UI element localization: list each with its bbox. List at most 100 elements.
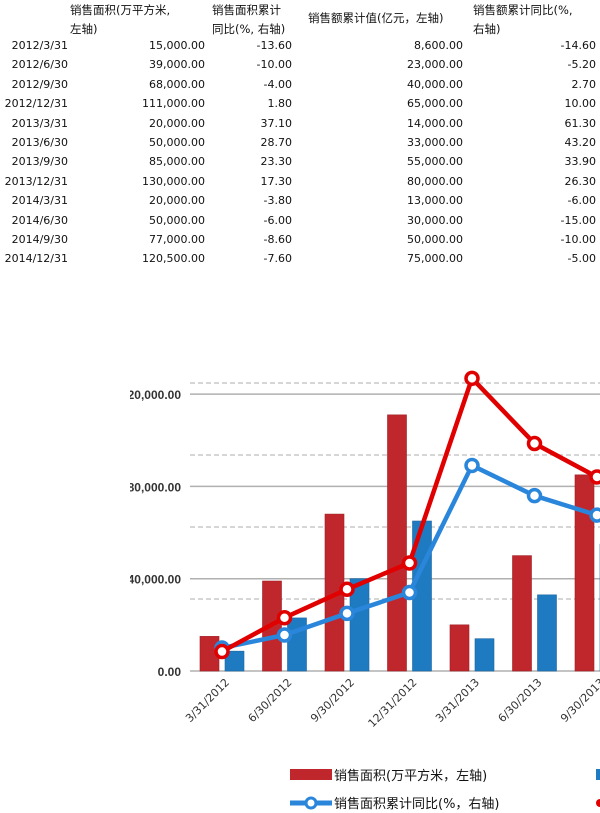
value-cell: -14.60 xyxy=(560,39,596,52)
value-cell: 13,000.00 xyxy=(407,194,463,208)
value-cell: 80,000.00 xyxy=(407,174,463,188)
value-cell: -15.00 xyxy=(560,213,596,227)
table-row: 2014/12/31 120,500.00 -7.60 75,000.00 -5.00 xyxy=(0,249,600,268)
y-tick-label: 120,000.00 xyxy=(121,388,181,402)
value-cell: 28.70 xyxy=(260,136,293,149)
value-cell: 14,000.00 xyxy=(407,116,463,130)
value-cell: 50,000.00 xyxy=(149,136,205,149)
bar-sales-amount xyxy=(287,617,307,672)
value-cell: 111,000.00 xyxy=(142,97,205,111)
y-tick-label: 40,000.00 xyxy=(128,573,182,587)
header-col-1: 销售面积(万平方米, 左轴) xyxy=(70,1,170,39)
x-tick-label: 6/30/2013 xyxy=(496,676,545,725)
value-cell: 40,000.00 xyxy=(407,77,463,91)
value-cell: 61.30 xyxy=(564,116,597,130)
value-cell: 1.80 xyxy=(267,97,293,111)
header-line: 右轴) xyxy=(473,22,501,36)
date-cell: 2014/9/30 xyxy=(11,233,68,246)
table-row: 2014/9/30 77,000.00 -8.60 50,000.00 -10.00 xyxy=(0,230,600,249)
table-row: 2013/6/30 50,000.00 28.70 33,000.00 43.20 xyxy=(0,133,600,152)
legend-bar-swatch-cropped xyxy=(596,769,600,780)
line-point xyxy=(339,581,355,598)
x-tick-label: 3/31/2012 xyxy=(183,676,232,725)
header-line: 左轴) xyxy=(70,22,98,36)
value-cell: -10.00 xyxy=(560,233,596,246)
value-cell: 85,000.00 xyxy=(149,155,205,169)
header-line: 销售面积(万平方米, xyxy=(70,3,171,17)
x-tick-label: 12/31/2012 xyxy=(366,676,420,730)
value-cell: -8.60 xyxy=(263,233,292,246)
y-tick-label: 0.00 xyxy=(158,665,182,679)
date-cell: 2014/6/30 xyxy=(11,213,68,227)
value-cell: -10.00 xyxy=(256,58,292,72)
bar-sales-amount xyxy=(474,638,495,672)
x-tick-label: 9/30/2012 xyxy=(308,676,357,725)
line-point xyxy=(276,609,293,626)
value-cell: 30,000.00 xyxy=(407,213,463,227)
value-cell: -5.20 xyxy=(567,58,596,72)
bar-sales-area xyxy=(512,555,532,672)
value-cell: 55,000.00 xyxy=(407,155,463,169)
value-cell: 20,000.00 xyxy=(149,116,205,130)
legend-label: 销售面积累计同比(%，右轴) xyxy=(334,796,500,812)
date-cell: 2014/3/31 xyxy=(11,194,68,208)
legend-label: 销售面积(万平方米，左轴) xyxy=(334,768,487,784)
table-row: 2014/3/31 20,000.00 -3.80 13,000.00 -6.00 xyxy=(0,191,600,210)
x-tick-label: 9/30/2013 xyxy=(558,676,600,725)
table-row: 2012/9/30 68,000.00 -4.00 40,000.00 2.70 xyxy=(0,75,600,94)
header-line: 销售额累计同比(%, xyxy=(473,3,573,17)
table-row: 2014/6/30 50,000.00 -6.00 30,000.00 -15.00 xyxy=(0,211,600,230)
value-cell: 68,000.00 xyxy=(149,77,205,91)
date-cell: 2013/12/31 xyxy=(4,174,68,188)
date-cell: 2014/12/31 xyxy=(4,252,68,266)
line-point xyxy=(464,457,480,474)
y-tick-label: 80,000.00 xyxy=(128,480,182,494)
date-cell: 2013/3/31 xyxy=(11,116,68,130)
value-cell: -6.00 xyxy=(263,213,292,227)
header-line: 销售面积累计 xyxy=(212,3,281,17)
date-cell: 2013/6/30 xyxy=(11,136,68,149)
value-cell: 43.20 xyxy=(564,136,597,149)
line-point xyxy=(464,370,480,387)
line-point xyxy=(401,584,418,601)
header-col-4: 销售额累计同比(%, 右轴) xyxy=(473,1,573,39)
line-point xyxy=(339,605,355,622)
x-tick-label: 6/30/2012 xyxy=(246,676,295,725)
bar-sales-amount xyxy=(224,650,245,672)
bar-sales-area xyxy=(574,474,595,672)
table-row: 2012/6/30 39,000.00 -10.00 23,000.00 -5.20 xyxy=(0,55,600,74)
line-amount-yoy xyxy=(220,376,600,654)
value-cell: 75,000.00 xyxy=(407,252,463,266)
line-point xyxy=(526,435,543,452)
date-cell: 2013/9/30 xyxy=(11,155,68,169)
legend-bar-swatch xyxy=(290,769,332,780)
value-cell: 8,600.00 xyxy=(414,39,463,52)
value-cell: -3.80 xyxy=(263,194,292,208)
value-cell: 23,000.00 xyxy=(407,58,463,72)
line-point xyxy=(526,487,543,504)
bar-sales-area xyxy=(387,414,407,672)
value-cell: -5.00 xyxy=(567,252,596,266)
table-row: 2013/12/31 130,000.00 17.30 80,000.00 26.30 xyxy=(0,172,600,191)
line-point xyxy=(401,555,418,571)
bar-sales-amount xyxy=(349,578,370,672)
header-col-2: 销售面积累计 同比(%, 右轴) xyxy=(212,1,285,39)
line-point xyxy=(276,627,293,643)
date-cell: 2012/9/30 xyxy=(11,77,68,91)
legend-marker-cropped xyxy=(596,799,600,807)
value-cell: 50,000.00 xyxy=(407,233,463,246)
table-row: 2013/9/30 85,000.00 23.30 55,000.00 33.90 xyxy=(0,152,600,171)
value-cell: 10.00 xyxy=(564,97,597,111)
table-row: 2013/3/31 20,000.00 37.10 14,000.00 61.30 xyxy=(0,114,600,133)
header-col-3: 销售额累计值(亿元，左轴) xyxy=(308,9,443,28)
legend-marker-icon xyxy=(304,796,318,810)
value-cell: 39,000.00 xyxy=(149,58,205,72)
bar-sales-amount xyxy=(537,594,557,672)
date-cell: 2012/12/31 xyxy=(4,97,68,111)
table-row: 2012/3/31 15,000.00 -13.60 8,600.00 -14.60 xyxy=(0,36,600,55)
value-cell: 23.30 xyxy=(260,155,293,169)
value-cell: 77,000.00 xyxy=(149,233,205,246)
value-cell: 15,000.00 xyxy=(149,39,205,52)
value-cell: 130,000.00 xyxy=(142,174,205,188)
